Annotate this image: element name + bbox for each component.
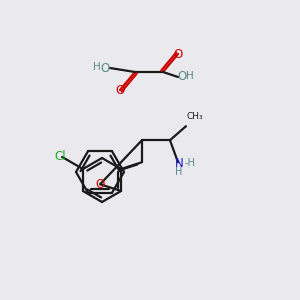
Text: O: O [173, 47, 183, 61]
Text: N: N [175, 157, 183, 170]
Text: H: H [186, 71, 194, 81]
Text: CH₃: CH₃ [187, 112, 204, 121]
Text: O: O [177, 70, 187, 83]
Text: -H: -H [185, 158, 196, 168]
Text: O: O [100, 61, 109, 74]
Text: Cl: Cl [54, 151, 66, 164]
Text: H: H [175, 167, 183, 177]
Text: H: H [93, 62, 101, 72]
Text: O: O [116, 83, 124, 97]
Text: O: O [95, 178, 105, 191]
